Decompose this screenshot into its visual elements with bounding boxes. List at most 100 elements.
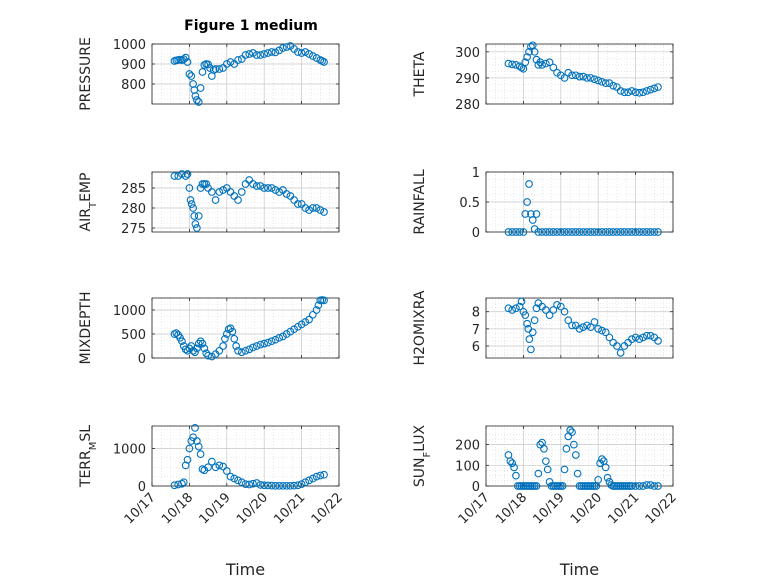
data-point [206,64,214,72]
axes-box [151,425,340,487]
y-tick-label: 900 [121,58,146,73]
y-tick-label: 200 [455,439,480,454]
data-point [234,346,242,355]
x-tick-label: 10/19 [197,490,234,527]
data-point [568,428,576,437]
data-point [570,440,578,449]
y-axis-label: THETA [412,51,428,97]
data-point [635,228,644,236]
data-point [506,457,515,466]
data-point [654,228,662,236]
data-point [252,182,261,190]
data-point [271,48,280,57]
data-point [252,51,261,59]
data-point [560,307,569,316]
subplot-h2omixra: 6 7 8 H2OMIXRA [412,290,674,366]
data-point [523,53,531,61]
data-point [635,88,644,97]
subplot-theta: 280 290 300 THETA [412,41,674,113]
y-tick-label: 7 [472,323,480,338]
data-point [320,296,328,305]
data-point [590,75,599,84]
data-point [267,481,276,490]
data-point [571,228,580,236]
data-point [194,212,203,220]
data-point [320,470,328,479]
data-point [237,188,246,196]
data-point [525,335,534,343]
data-point [194,98,203,106]
data-point [598,326,606,335]
y-tick-label: 0.5 [459,196,480,211]
data-point [185,184,194,192]
data-point [170,481,179,490]
data-point [635,482,644,490]
data-point [628,335,636,343]
data-point [628,228,636,236]
data-point [534,469,543,478]
data-point [234,196,242,204]
data-point [532,482,541,490]
data-point [320,58,328,66]
data-point [297,480,306,488]
y-tick-label: 1 [472,166,480,181]
y-tick-label: 1000 [113,304,146,319]
data-point [196,337,205,346]
data-point [639,333,647,342]
data-point [609,228,618,236]
data-point [249,180,257,188]
data-point [194,442,203,451]
data-point [181,53,190,62]
data-point [279,44,287,52]
data-point [264,338,272,347]
data-point [639,88,647,97]
data-point [308,52,317,60]
data-point [650,84,659,93]
data-point [194,339,203,348]
y-axis-label: MIXDEPTH [78,292,94,365]
x-tick-label: 10/22 [309,490,346,527]
data-point [538,228,546,236]
data-point [308,474,317,483]
y-tick-label: 0 [138,352,146,367]
subplot-pressure: 800 900 1000 PRESSURE [78,37,340,111]
axes-box [151,43,340,105]
data-point [562,444,571,453]
data-point [594,228,603,236]
y-tick-label: 8 [472,306,480,321]
x-tick-label: 10/22 [643,490,680,527]
data-point [646,331,655,340]
data-point [654,337,662,345]
data-point [616,349,625,357]
data-point [628,482,636,490]
data-point [207,188,216,196]
data-point [245,50,254,58]
data-point [226,472,235,481]
data-point [294,200,302,208]
data-point [590,228,599,236]
data-point [601,463,610,472]
axes-box [151,171,340,233]
x-axis-label: Time [559,560,599,579]
data-point [187,72,196,80]
data-point [187,200,196,208]
data-point [308,204,317,212]
x-tick-label: 10/17 [122,490,159,527]
data-point [596,459,604,468]
data-point [222,60,231,68]
y-tick-label: 1000 [113,38,146,53]
y-tick-label: 0 [472,480,480,495]
data-point [301,204,310,212]
data-point [260,184,269,192]
data-point [631,333,640,342]
data-point [571,71,580,80]
data-point [215,65,224,73]
data-point [560,74,569,82]
data-point [316,471,325,480]
data-point [631,482,640,490]
x-tick-label: 10/19 [531,490,568,527]
data-series [170,424,328,490]
data-point [202,180,211,188]
data-point [620,228,629,236]
data-point [286,481,295,490]
